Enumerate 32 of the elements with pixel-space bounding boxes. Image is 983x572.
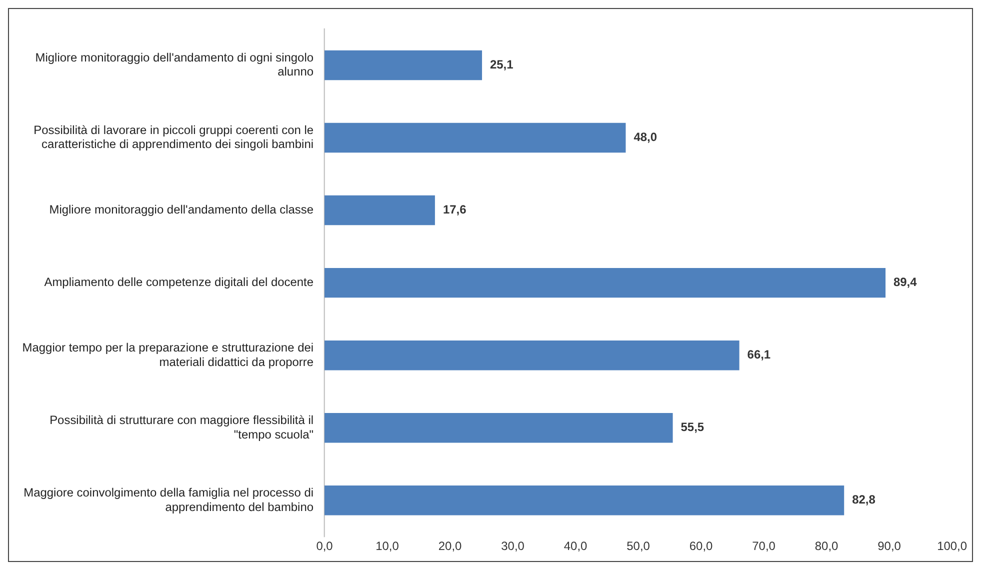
- data-label: 17,6: [442, 202, 467, 217]
- y-tick-label: Maggior tempo per la preparazione e strutturazione dei materiali didattici da proporre: [22, 340, 314, 369]
- x-tick-label: 40,0: [564, 539, 588, 554]
- x-tick-label: 100,0: [937, 539, 968, 554]
- x-tick-label: 50,0: [626, 539, 650, 554]
- x-tick-label: 10,0: [376, 539, 400, 554]
- data-label: 55,5: [680, 420, 704, 434]
- data-label: 48,0: [634, 130, 658, 144]
- bar: [324, 122, 626, 153]
- bar: [324, 340, 740, 370]
- bar: [324, 50, 482, 80]
- y-tick-label: Ampliamento delle competenze digitali del docente: [44, 275, 314, 290]
- x-tick-label: 0,0: [316, 539, 334, 554]
- data-label: 66,1: [747, 348, 771, 362]
- y-tick-label: Possibilità di strutturare con maggiore flessibilità il "tempo scuola": [50, 413, 314, 442]
- y-tick-label: Possibilità di lavorare in piccoli gruppi coerenti con le caratteristiche di apprendimento dei singoli bambini: [34, 122, 314, 152]
- data-label: 89,4: [894, 275, 918, 290]
- y-tick-label: Migliore monitoraggio dell'andamento della classe: [49, 202, 314, 217]
- bar: [324, 413, 673, 443]
- x-tick-label: 60,0: [689, 539, 714, 554]
- x-tick-label: 30,0: [501, 539, 525, 554]
- x-tick-label: 90,0: [878, 539, 902, 554]
- x-tick-label: 20,0: [438, 539, 462, 554]
- data-label: 25,1: [490, 58, 514, 72]
- bar: [324, 268, 886, 298]
- data-label: 82,8: [852, 492, 876, 507]
- x-tick-label: 80,0: [814, 539, 839, 554]
- bar: [324, 195, 435, 226]
- bar: [324, 486, 844, 516]
- x-tick-label: 70,0: [752, 539, 776, 554]
- y-tick-label: Maggiore coinvolgimento della famiglia nel processo di apprendimento del bambino: [24, 486, 314, 514]
- y-tick-label: Migliore monitoraggio dell'andamento di ogni singolo alunno: [35, 50, 314, 79]
